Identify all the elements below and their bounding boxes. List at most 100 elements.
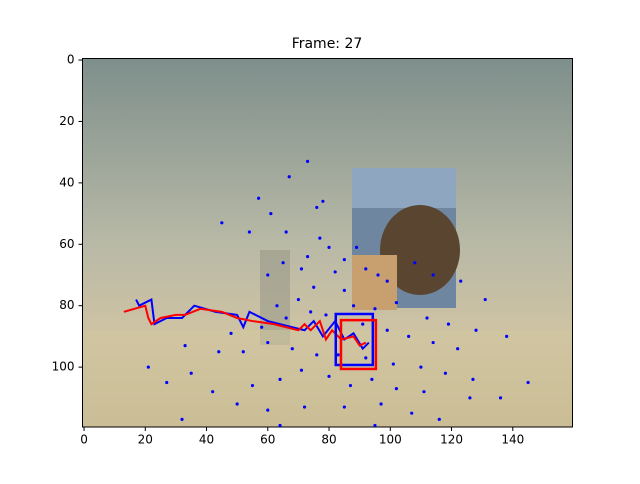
particle <box>305 159 310 163</box>
particle <box>333 270 337 274</box>
particle <box>165 380 169 385</box>
particle <box>342 405 346 409</box>
particle <box>266 408 270 412</box>
particle <box>284 230 288 234</box>
particle <box>413 261 417 265</box>
particle <box>391 362 395 366</box>
particle <box>302 405 307 409</box>
particle <box>299 267 304 271</box>
particle <box>425 316 429 320</box>
particle <box>526 380 530 385</box>
particle <box>327 245 331 249</box>
x-tick-label: 20 <box>138 433 153 447</box>
particle <box>474 328 478 332</box>
particle <box>456 347 460 351</box>
particle <box>281 261 285 265</box>
chart-title: Frame: 27 <box>292 36 363 52</box>
particle <box>385 279 389 283</box>
particle <box>364 267 368 271</box>
particle <box>483 297 487 302</box>
particle <box>290 347 294 351</box>
particle <box>376 273 380 277</box>
particle <box>410 411 414 415</box>
x-tick-label: 40 <box>199 433 214 447</box>
particle <box>296 297 301 302</box>
particle <box>299 368 304 372</box>
particle <box>336 353 340 357</box>
particle <box>446 322 451 326</box>
particle <box>364 356 368 360</box>
particle <box>241 350 245 354</box>
particle <box>422 390 426 394</box>
particle <box>260 325 264 329</box>
particle <box>229 331 233 335</box>
particle <box>287 175 291 179</box>
y-tick-label: 80 <box>59 298 74 312</box>
particle <box>505 334 509 339</box>
particle <box>247 230 252 234</box>
particle <box>351 304 356 308</box>
y-tick-label: 40 <box>59 175 74 189</box>
particle <box>183 344 187 348</box>
plot-area <box>123 159 530 427</box>
particle <box>305 254 310 259</box>
particle <box>468 396 472 400</box>
x-tick-label: 140 <box>501 433 524 447</box>
particle <box>180 417 184 421</box>
particle <box>235 402 239 406</box>
particle <box>278 377 282 382</box>
particle <box>189 371 193 375</box>
y-tick-label: 60 <box>59 237 74 251</box>
particle <box>266 273 270 277</box>
bounding-box <box>334 312 375 367</box>
y-tick-label: 100 <box>52 360 75 374</box>
particle <box>431 340 435 345</box>
particle <box>315 353 319 357</box>
particle <box>284 316 288 320</box>
x-tick-label: 120 <box>440 433 463 447</box>
x-tick-label: 0 <box>80 433 88 447</box>
particle <box>217 350 221 354</box>
particle <box>379 402 383 406</box>
particle <box>318 236 322 240</box>
particle <box>373 423 377 427</box>
image <box>82 58 573 427</box>
particle <box>443 371 448 375</box>
particle <box>419 365 423 369</box>
x-tick-label: 100 <box>379 433 402 447</box>
particle <box>437 417 441 421</box>
particle <box>407 334 411 339</box>
particle <box>370 377 374 382</box>
particle <box>211 390 215 394</box>
particle <box>498 396 503 400</box>
particle <box>269 211 273 216</box>
particle <box>220 221 224 225</box>
x-tick-label: 80 <box>321 433 336 447</box>
particle <box>361 322 365 326</box>
particle <box>315 205 319 210</box>
particle <box>256 196 261 200</box>
particle <box>373 307 377 311</box>
particle <box>321 199 325 203</box>
y-tick-label: 20 <box>59 114 74 128</box>
particle <box>348 383 353 388</box>
particle <box>309 310 313 314</box>
particle <box>354 245 359 249</box>
axes-frame <box>82 58 573 428</box>
particle <box>342 288 346 292</box>
particle <box>394 301 399 305</box>
bounding-box <box>339 318 378 371</box>
particle <box>146 365 150 369</box>
particle <box>324 313 328 317</box>
y-tick-label: 0 <box>67 53 75 67</box>
particle <box>312 285 316 289</box>
x-tick-label: 60 <box>260 433 275 447</box>
particle <box>459 279 463 283</box>
particle <box>250 383 255 388</box>
particle <box>385 328 389 332</box>
particle <box>278 423 282 427</box>
particle <box>266 340 270 345</box>
particle <box>275 304 279 308</box>
particle <box>342 258 346 262</box>
